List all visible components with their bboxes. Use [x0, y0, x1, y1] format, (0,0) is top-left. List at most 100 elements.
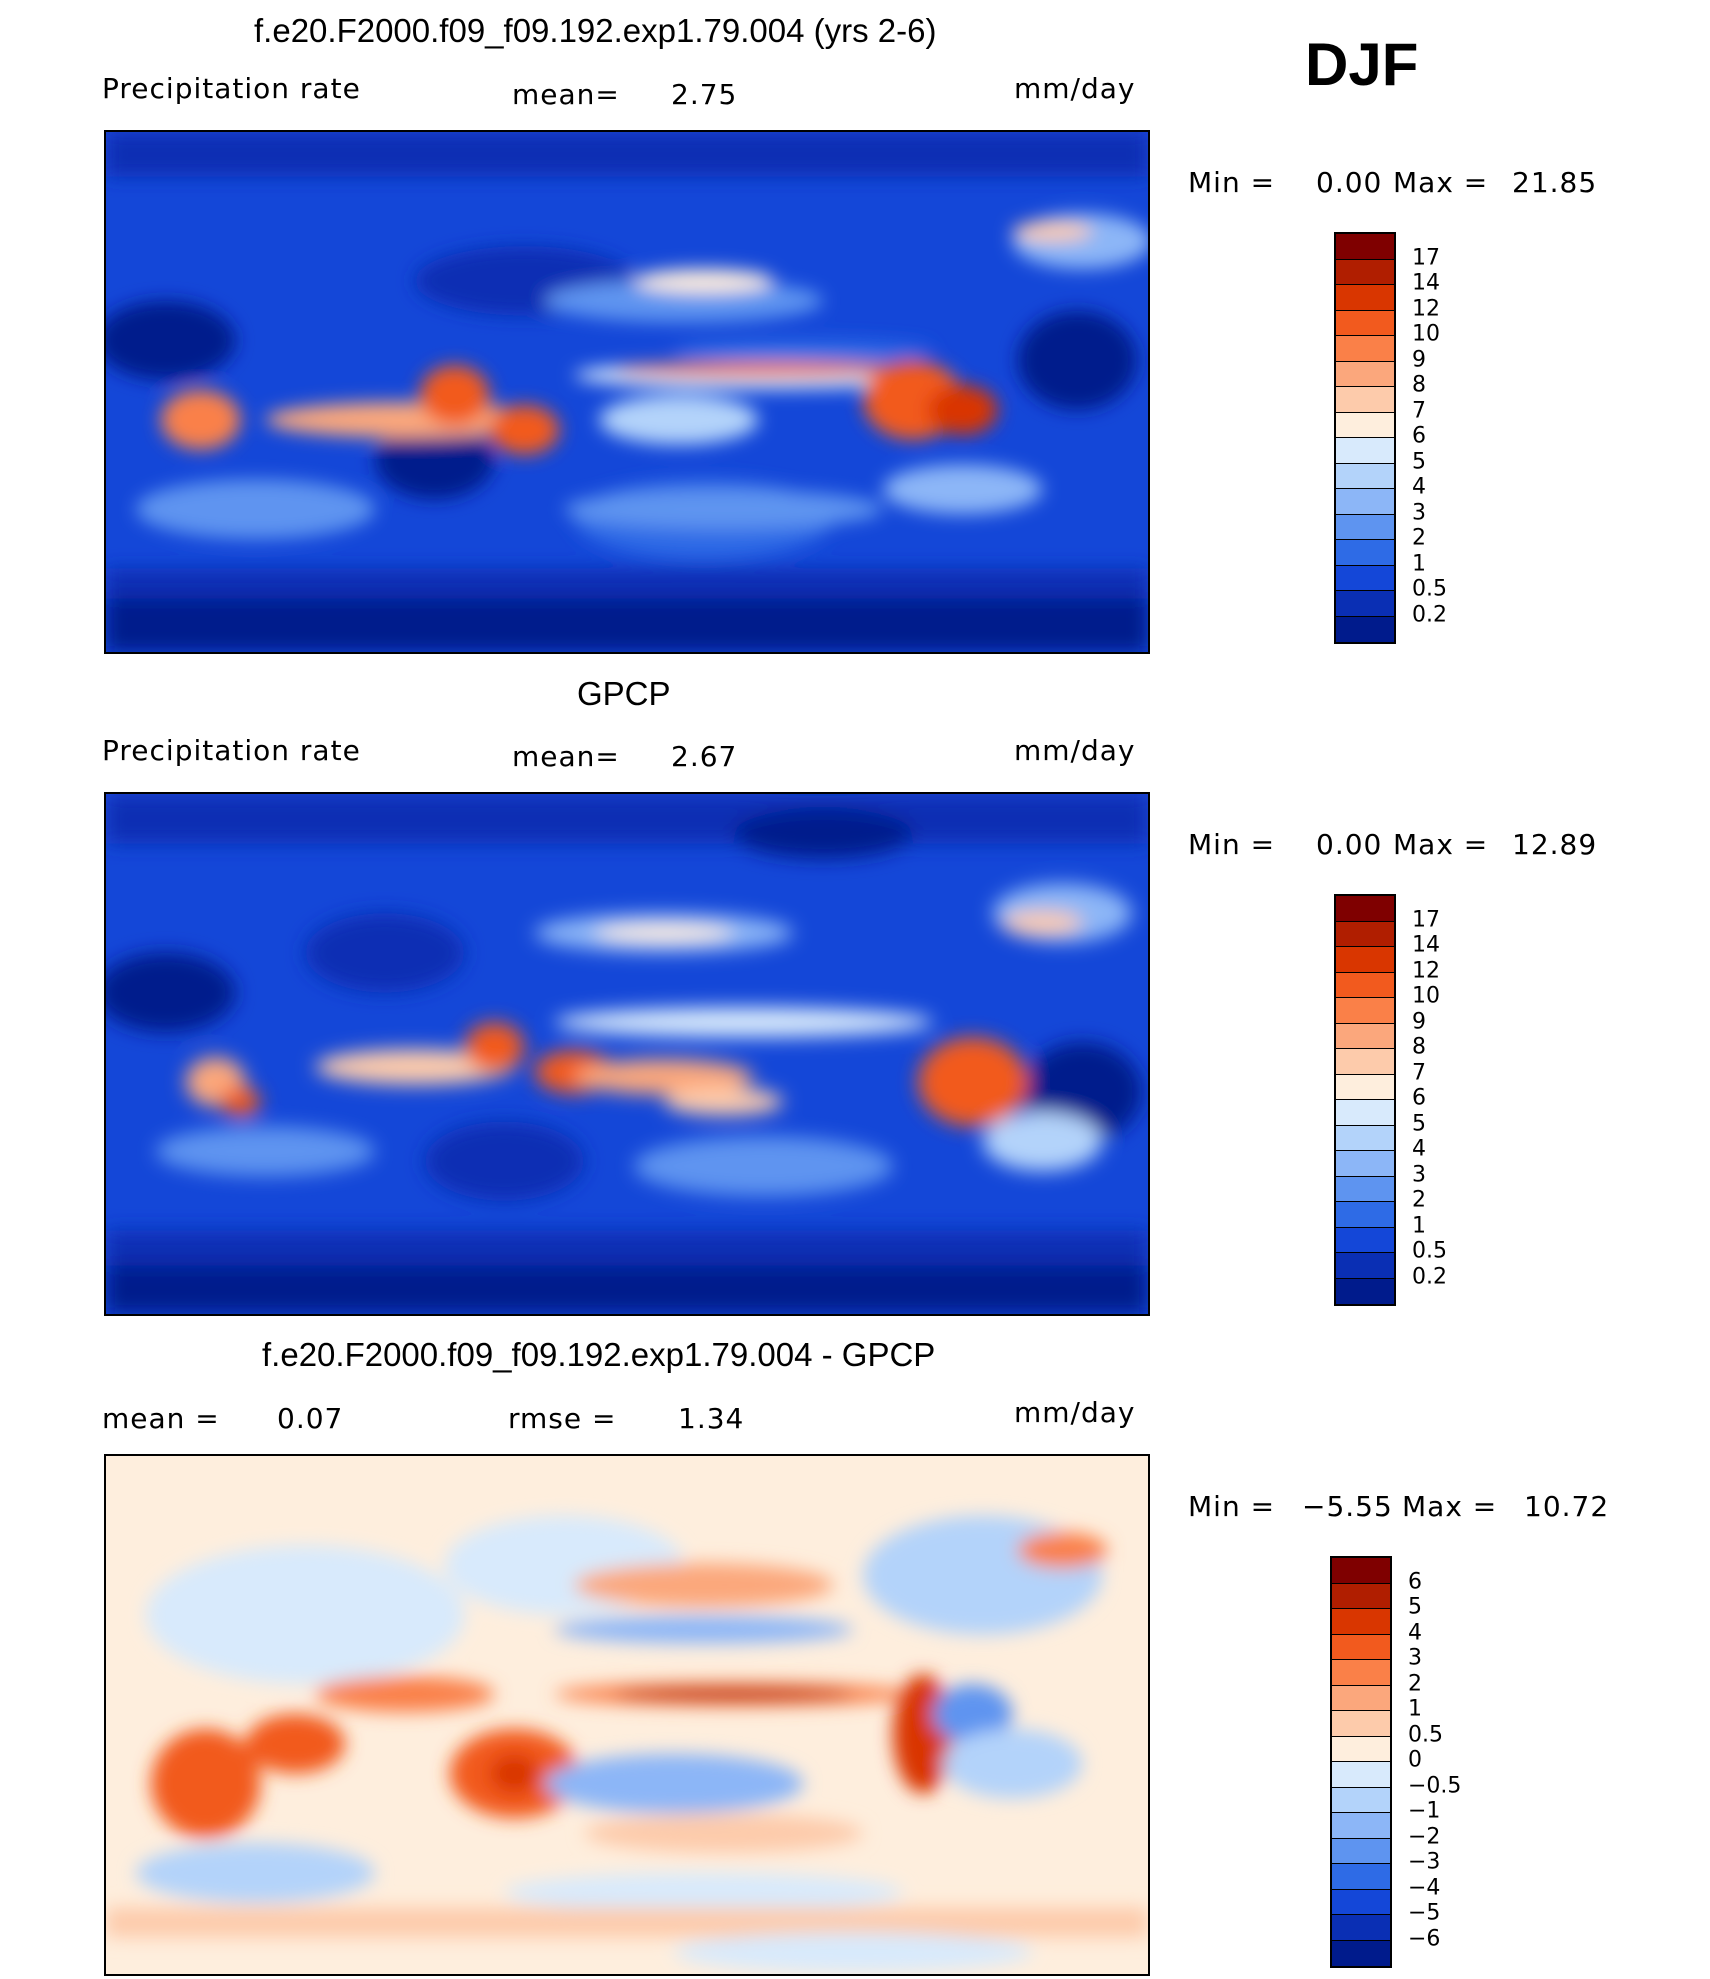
colorbar-swatch: [1336, 1176, 1394, 1202]
panel-3-min-label: Min =: [1188, 1490, 1276, 1523]
colorbar-tick-label: 12: [1412, 958, 1440, 983]
panel-1-mean-value: 2.75: [671, 78, 738, 111]
colorbar-tick-label: 3: [1412, 1162, 1426, 1187]
colorbar-swatch: [1336, 1202, 1394, 1228]
panel-2-colorbar: [1334, 894, 1396, 1306]
colorbar-swatch: [1336, 259, 1394, 285]
colorbar-swatch: [1336, 1227, 1394, 1253]
colorbar-swatch: [1336, 616, 1394, 642]
colorbar-tick-label: 1: [1408, 1696, 1422, 1722]
colorbar-swatch: [1332, 1787, 1390, 1813]
colorbar-tick-label: 0.2: [1412, 1264, 1447, 1289]
panel-3-mean-value: 0.07: [277, 1402, 344, 1435]
colorbar-tick-label: 0.2: [1412, 602, 1447, 627]
colorbar-swatch: [1336, 998, 1394, 1024]
colorbar-tick-label: 8: [1412, 372, 1426, 398]
panel-1-units: mm/day: [1014, 72, 1136, 105]
panel-1-max-label: Max =: [1393, 166, 1489, 199]
colorbar-tick-label: 17: [1412, 907, 1440, 932]
colorbar-swatch: [1332, 1660, 1390, 1686]
colorbar-tick-label: 0.5: [1412, 1238, 1447, 1264]
colorbar-tick-label: 6: [1412, 423, 1426, 449]
colorbar-tick-label: 2: [1408, 1671, 1422, 1696]
colorbar-swatch: [1336, 336, 1394, 362]
colorbar-swatch: [1336, 387, 1394, 413]
panel-1-mean-label: mean=: [512, 78, 620, 111]
colorbar-tick-label: 7: [1412, 398, 1426, 423]
colorbar-swatch: [1332, 1634, 1390, 1660]
panel-1-colorbar: [1334, 232, 1396, 644]
colorbar-swatch: [1336, 1074, 1394, 1100]
colorbar-tick-label: 7: [1412, 1060, 1426, 1085]
colorbar-tick-label: 0.5: [1412, 576, 1447, 602]
colorbar-swatch: [1332, 1583, 1390, 1609]
colorbar-tick-label: 0: [1408, 1747, 1422, 1773]
colorbar-tick-label: −3: [1408, 1849, 1441, 1875]
colorbar-tick-label: 6: [1408, 1569, 1422, 1594]
colorbar-swatch: [1336, 285, 1394, 311]
colorbar-tick-label: 4: [1412, 1136, 1426, 1162]
colorbar-swatch: [1336, 1023, 1394, 1049]
colorbar-tick-label: 4: [1408, 1620, 1422, 1645]
colorbar-swatch: [1336, 540, 1394, 566]
colorbar-swatch: [1336, 1125, 1394, 1151]
panel-3-min-value: −5.55: [1302, 1490, 1393, 1523]
panel-2-max-value: 12.89: [1512, 828, 1598, 861]
colorbar-tick-label: 1: [1412, 1213, 1426, 1238]
panel-3-rmse-label: rmse =: [508, 1402, 617, 1435]
colorbar-tick-label: 14: [1412, 932, 1440, 958]
panel-2-mean-label: mean=: [512, 740, 620, 773]
colorbar-swatch: [1336, 1278, 1394, 1304]
colorbar-tick-label: 2: [1412, 1187, 1426, 1213]
panel-2-variable-label: Precipitation rate: [102, 734, 361, 767]
colorbar-tick-label: 9: [1412, 347, 1426, 372]
colorbar-swatch: [1336, 234, 1394, 260]
colorbar-tick-label: 10: [1412, 983, 1440, 1009]
colorbar-swatch: [1336, 565, 1394, 591]
colorbar-swatch: [1332, 1609, 1390, 1635]
colorbar-swatch: [1336, 310, 1394, 336]
colorbar-swatch: [1336, 896, 1394, 922]
panel-1-map: [104, 130, 1150, 654]
colorbar-swatch: [1336, 361, 1394, 387]
colorbar-swatch: [1336, 1151, 1394, 1177]
colorbar-tick-label: 10: [1412, 321, 1440, 347]
colorbar-swatch: [1332, 1762, 1390, 1788]
colorbar-tick-label: 5: [1412, 1111, 1426, 1136]
colorbar-swatch: [1336, 1049, 1394, 1075]
colorbar-swatch: [1336, 591, 1394, 617]
colorbar-swatch: [1332, 1813, 1390, 1839]
panel-2-max-label: Max =: [1393, 828, 1489, 861]
panel-2-min-label: Min =: [1188, 828, 1276, 861]
panel-2-min-value: 0.00: [1316, 828, 1383, 861]
colorbar-tick-label: 1: [1412, 551, 1426, 576]
panel-1-title: f.e20.F2000.f09_f09.192.exp1.79.004 (yrs…: [254, 12, 937, 49]
panel-2-units: mm/day: [1014, 734, 1136, 767]
colorbar-tick-label: −2: [1408, 1824, 1441, 1849]
colorbar-tick-label: 6: [1412, 1085, 1426, 1111]
colorbar-swatch: [1336, 1253, 1394, 1279]
panel-3-rmse-value: 1.34: [678, 1402, 745, 1435]
colorbar-swatch: [1332, 1736, 1390, 1762]
colorbar-tick-label: −6: [1408, 1926, 1441, 1951]
panel-3-map: [104, 1454, 1150, 1976]
panel-2-map: [104, 792, 1150, 1316]
panel-3-max-value: 10.72: [1524, 1490, 1610, 1523]
colorbar-tick-label: 12: [1412, 296, 1440, 321]
colorbar-swatch: [1336, 438, 1394, 464]
colorbar-tick-label: 5: [1408, 1594, 1422, 1620]
colorbar-swatch: [1336, 972, 1394, 998]
colorbar-swatch: [1336, 412, 1394, 438]
panel-1-max-value: 21.85: [1512, 166, 1598, 199]
colorbar-tick-label: 17: [1412, 245, 1440, 270]
colorbar-swatch: [1336, 921, 1394, 947]
colorbar-swatch: [1332, 1940, 1390, 1966]
colorbar-swatch: [1332, 1685, 1390, 1711]
colorbar-swatch: [1332, 1864, 1390, 1890]
colorbar-tick-label: 0.5: [1408, 1722, 1443, 1747]
colorbar-tick-label: 14: [1412, 270, 1440, 296]
panel-3-title: f.e20.F2000.f09_f09.192.exp1.79.004 - GP…: [262, 1336, 936, 1373]
colorbar-tick-label: −5: [1408, 1900, 1441, 1926]
colorbar-tick-label: 8: [1412, 1034, 1426, 1060]
panel-3-max-label: Max =: [1402, 1490, 1498, 1523]
